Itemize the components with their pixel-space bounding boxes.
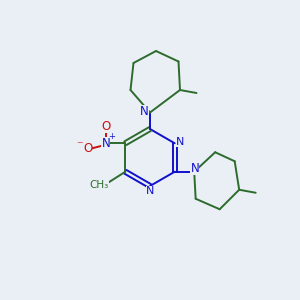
Text: N: N [176,137,184,147]
Text: +: + [108,132,115,141]
Text: CH₃: CH₃ [90,180,109,190]
Text: N: N [101,137,110,150]
Text: N: N [190,162,199,175]
Text: O: O [83,142,92,155]
Text: ⁻: ⁻ [76,139,83,152]
Text: O: O [101,120,110,133]
Text: N: N [140,105,149,119]
Text: N: N [146,186,154,197]
